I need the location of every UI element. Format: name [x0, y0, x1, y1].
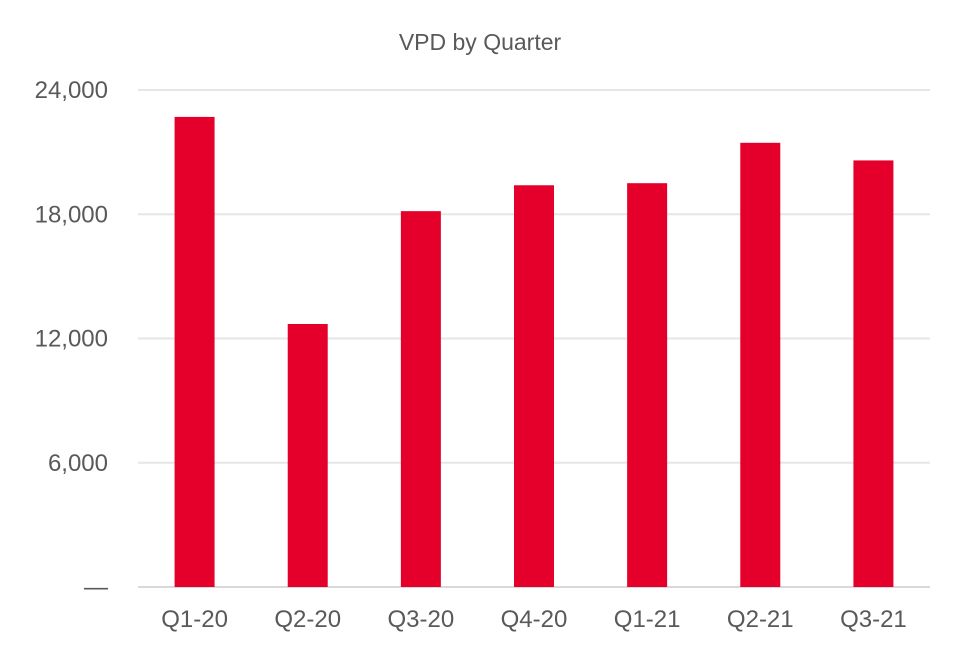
x-tick-label: Q3-20: [388, 606, 455, 633]
y-axis-ticks: — 6,000 12,000 18,000 24,000: [35, 77, 108, 601]
x-tick-label: Q3-21: [840, 606, 907, 633]
x-tick-label: Q2-20: [274, 606, 341, 633]
x-tick-label: Q1-20: [161, 606, 228, 633]
y-tick-label: 12,000: [35, 326, 108, 353]
x-axis-ticks: Q1-20 Q2-20 Q3-20 Q4-20 Q1-21 Q2-21 Q3-21: [161, 606, 907, 633]
x-tick-label: Q1-21: [614, 606, 681, 633]
bar-q4-20: [514, 185, 554, 587]
bars: [174, 116, 894, 588]
bar-q3-21: [853, 160, 894, 588]
bar-q2-20: [287, 324, 328, 587]
x-tick-label: Q2-21: [727, 606, 794, 633]
y-tick-label: 24,000: [35, 77, 108, 104]
bar-q3-20: [400, 211, 441, 588]
y-tick-label: 6,000: [48, 450, 108, 477]
x-tick-label: Q4-20: [501, 606, 568, 633]
chart-title: VPD by Quarter: [399, 29, 562, 55]
bar-q2-21: [740, 142, 781, 587]
bar-q1-20: [174, 116, 215, 587]
bar-q1-21: [627, 183, 668, 587]
y-tick-label: 18,000: [35, 201, 108, 228]
y-tick-label: —: [84, 574, 108, 601]
